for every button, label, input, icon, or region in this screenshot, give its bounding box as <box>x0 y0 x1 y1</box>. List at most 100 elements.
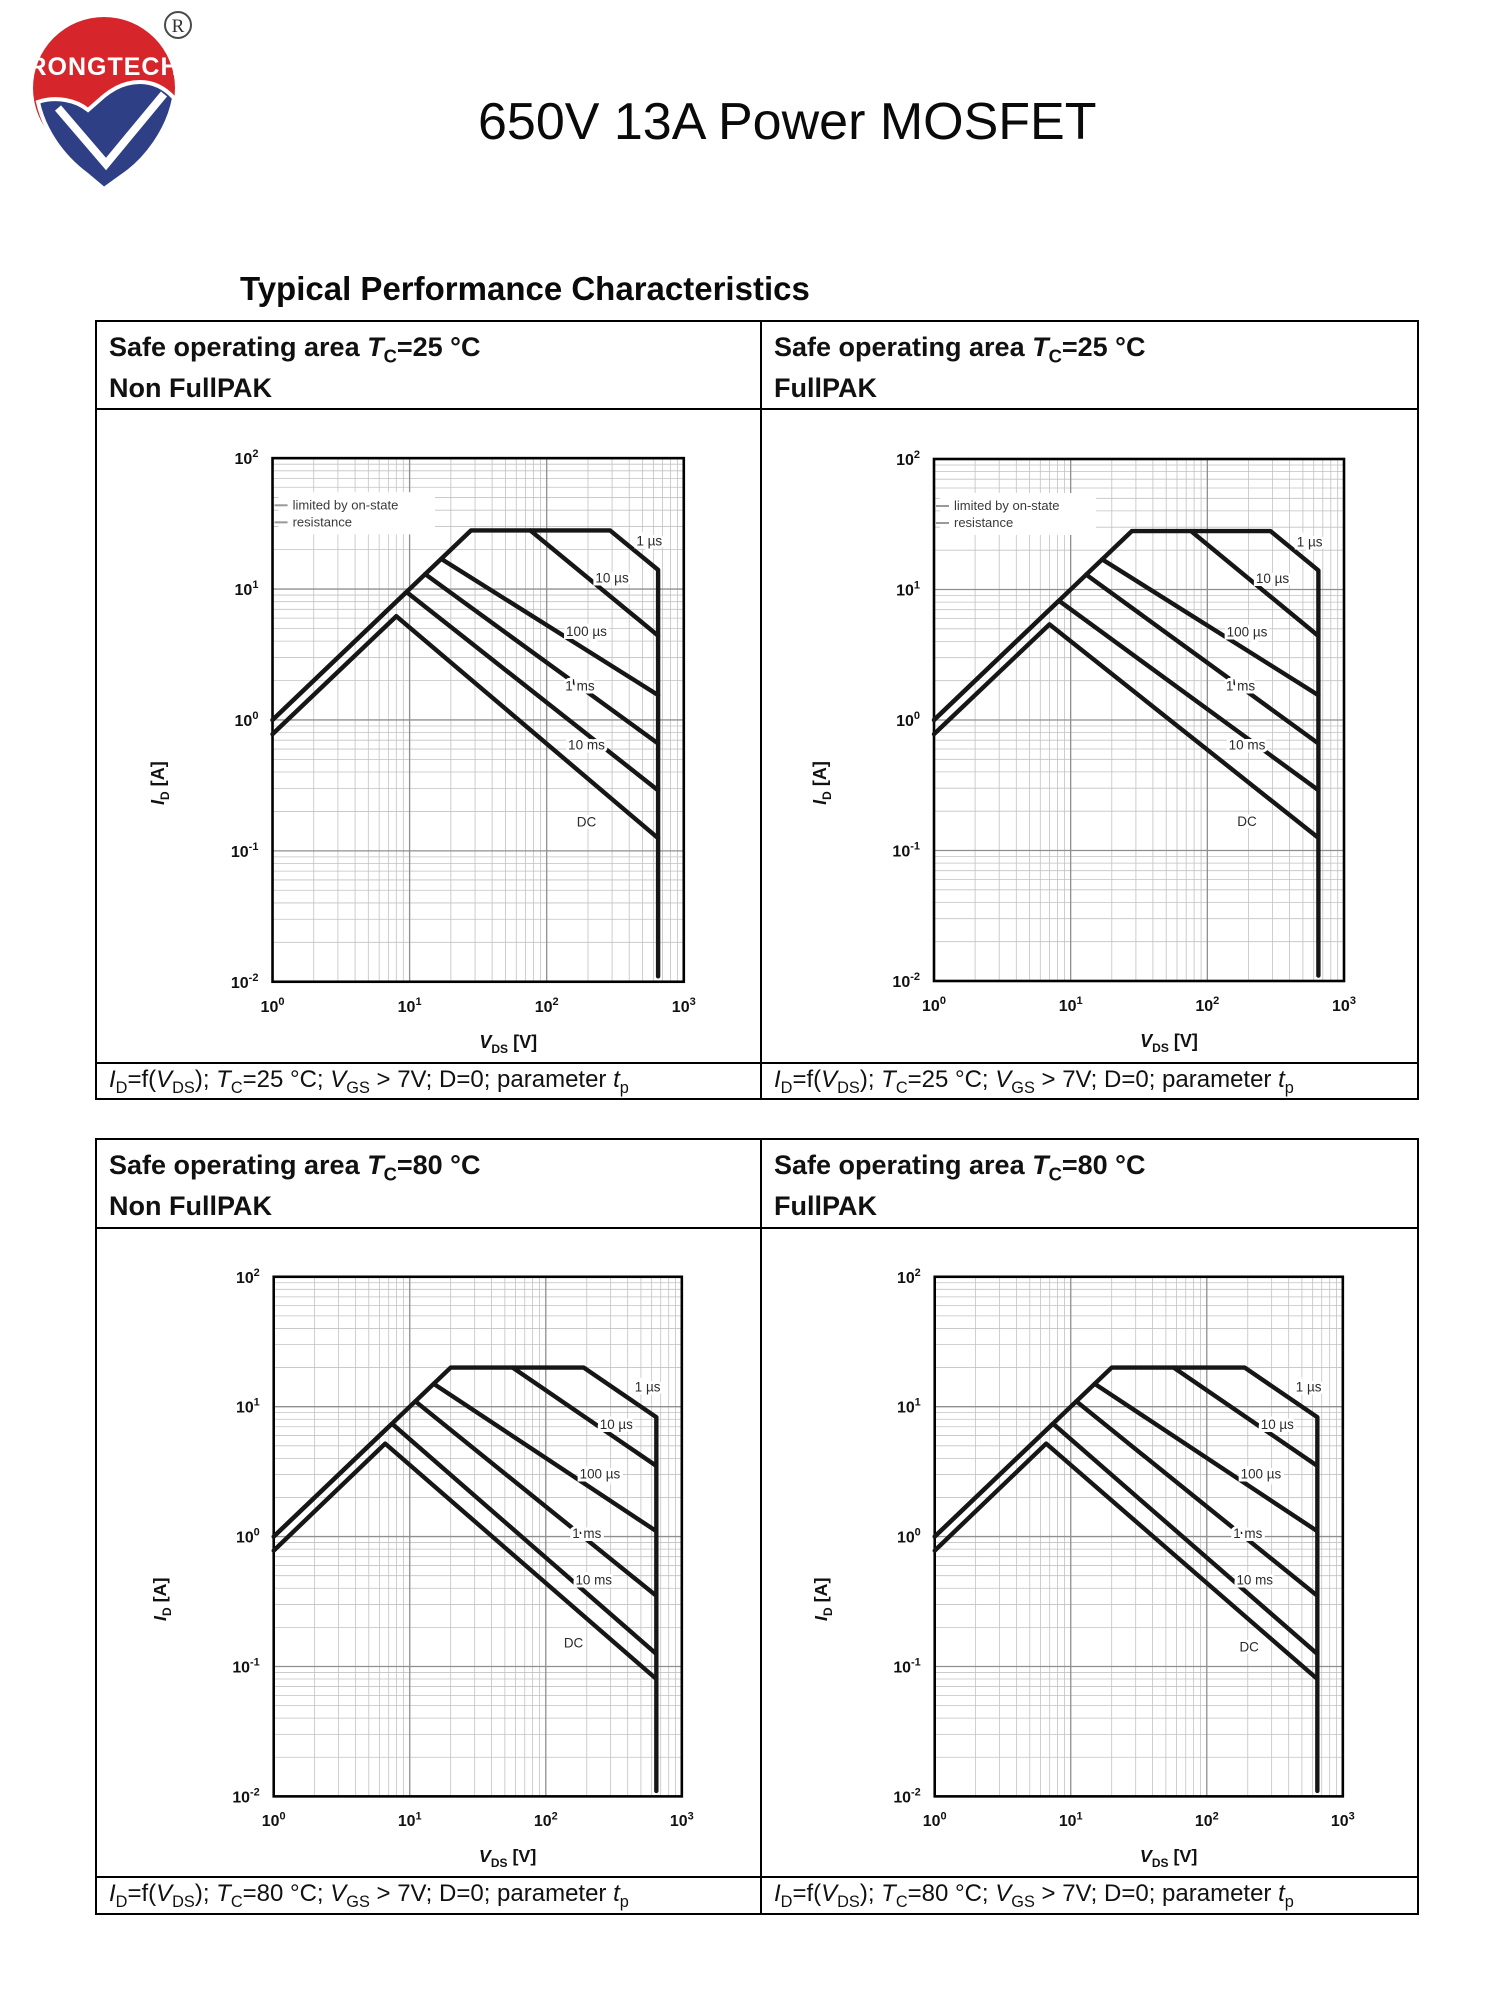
svg-text:10-2: 10-2 <box>232 1786 259 1806</box>
table-chart-row: 1 µs 10 µs 100 µs 1 ms 10 ms DC 102 101 100 10-1 1… <box>97 1229 1417 1876</box>
svg-text:102: 102 <box>896 449 920 469</box>
svg-text:101: 101 <box>398 996 422 1016</box>
svg-text:ID [A]: ID [A] <box>150 1578 174 1621</box>
svg-text:10 ms: 10 ms <box>1229 738 1266 753</box>
svg-text:101: 101 <box>897 1397 921 1417</box>
svg-text:102: 102 <box>897 1267 921 1287</box>
svg-text:101: 101 <box>398 1810 422 1830</box>
soa-chart-80c-nonfullpak: 1 µs 10 µs 100 µs 1 ms 10 ms DC 102 101 100 10-1 1… <box>150 1267 694 1870</box>
svg-text:103: 103 <box>1332 995 1356 1015</box>
svg-text:resistance: resistance <box>293 515 352 530</box>
svg-text:101: 101 <box>234 579 258 599</box>
svg-text:10 µs: 10 µs <box>600 1417 633 1432</box>
chart-cell: limited by on-state resistance 1 µs 10 µs 10… <box>97 410 762 1063</box>
svg-text:10-2: 10-2 <box>892 971 920 991</box>
svg-text:100: 100 <box>923 1810 947 1830</box>
svg-text:10 µs: 10 µs <box>1256 571 1290 586</box>
svg-text:100 µs: 100 µs <box>580 1467 621 1482</box>
svg-text:1 µs: 1 µs <box>636 534 662 549</box>
svg-text:100: 100 <box>897 1527 921 1547</box>
svg-text:101: 101 <box>1059 995 1083 1015</box>
svg-text:100 µs: 100 µs <box>1241 1467 1282 1482</box>
logo-blue-swoosh <box>35 80 177 192</box>
svg-text:1 ms: 1 ms <box>1233 1526 1262 1541</box>
registered-mark: R <box>172 16 185 37</box>
svg-text:10-1: 10-1 <box>892 841 920 861</box>
panel-header-25c-fullpak: Safe operating area TC=25 °C FullPAK <box>762 322 1417 408</box>
chart-cell: 1 µs 10 µs 100 µs 1 ms 10 ms DC 102 101 100 10-1 1… <box>97 1229 762 1876</box>
svg-text:100: 100 <box>262 1810 286 1830</box>
svg-text:101: 101 <box>236 1397 260 1417</box>
table-caption-row: ID=f(VDS); TC=80 °C; VGS > 7V; D=0; para… <box>97 1876 1417 1913</box>
panel-title-line2: FullPAK <box>774 1191 877 1222</box>
page-title: 650V 13A Power MOSFET <box>478 93 1097 151</box>
svg-text:100: 100 <box>922 995 946 1015</box>
svg-text:10-1: 10-1 <box>231 841 259 861</box>
svg-text:DC: DC <box>1239 1639 1259 1654</box>
chart-caption-80c-fullpak: ID=f(VDS); TC=80 °C; VGS > 7V; D=0; para… <box>774 1880 1294 1911</box>
chart-cell: limited by on-state resistance 1 µs 10 µs 10… <box>762 410 1417 1062</box>
panel-title-line2: Non FullPAK <box>109 1191 272 1222</box>
svg-text:103: 103 <box>1331 1810 1355 1830</box>
registered-mark-circle <box>164 11 192 39</box>
table-header-row: Safe operating area TC=25 °C Non FullPAK… <box>97 322 1417 411</box>
svg-text:100 µs: 100 µs <box>1227 625 1268 640</box>
panel-title-line1: Safe operating area TC=25 °C <box>109 332 481 367</box>
chart-caption-25c-fullpak: ID=f(VDS); TC=25 °C; VGS > 7V; D=0; para… <box>774 1066 1294 1097</box>
svg-text:102: 102 <box>234 448 258 468</box>
svg-text:10-1: 10-1 <box>232 1656 259 1676</box>
svg-text:VDS [V]: VDS [V] <box>479 1032 537 1056</box>
svg-text:10 µs: 10 µs <box>1261 1417 1294 1432</box>
panel-title-line1: Safe operating area TC=80 °C <box>109 1150 481 1185</box>
svg-text:limited by on-state: limited by on-state <box>293 498 399 513</box>
svg-text:100 µs: 100 µs <box>566 624 607 639</box>
svg-text:1 ms: 1 ms <box>565 679 595 694</box>
svg-text:101: 101 <box>896 580 920 600</box>
svg-text:102: 102 <box>1195 995 1219 1015</box>
panel-header-80c-fullpak: Safe operating area TC=80 °C FullPAK <box>762 1140 1417 1227</box>
svg-text:VDS [V]: VDS [V] <box>1140 1031 1198 1055</box>
rongtech-logo: RONGTECH R <box>28 11 192 192</box>
soa-chart-25c-nonfullpak: limited by on-state resistance 1 µs 10 µs 10… <box>148 448 696 1056</box>
panel-title-line2: Non FullPAK <box>109 373 272 404</box>
svg-text:1 µs: 1 µs <box>1296 1380 1322 1395</box>
svg-text:ID [A]: ID [A] <box>811 1578 835 1621</box>
table-caption-row: ID=f(VDS); TC=25 °C; VGS > 7V; D=0; para… <box>97 1062 1417 1098</box>
svg-text:10-1: 10-1 <box>893 1656 920 1676</box>
svg-text:100: 100 <box>896 710 920 730</box>
svg-text:limited by on-state: limited by on-state <box>954 498 1060 513</box>
table-header-row: Safe operating area TC=80 °C Non FullPAK… <box>97 1140 1417 1229</box>
svg-text:100: 100 <box>234 710 258 730</box>
svg-text:1 ms: 1 ms <box>1226 679 1256 694</box>
svg-text:VDS [V]: VDS [V] <box>479 1846 536 1870</box>
section-heading: Typical Performance Characteristics <box>240 270 810 307</box>
logo-white-check <box>54 91 168 171</box>
svg-text:ID [A]: ID [A] <box>810 761 834 805</box>
svg-text:102: 102 <box>534 1810 558 1830</box>
soa-table-80c: Safe operating area TC=80 °C Non FullPAK… <box>95 1138 1419 1915</box>
svg-text:ID [A]: ID [A] <box>148 761 172 805</box>
svg-text:resistance: resistance <box>954 515 1013 530</box>
svg-text:DC: DC <box>1237 814 1257 829</box>
chart-caption-80c-nonfullpak: ID=f(VDS); TC=80 °C; VGS > 7V; D=0; para… <box>97 1878 762 1913</box>
panel-title-line2: FullPAK <box>774 373 877 404</box>
svg-text:1 µs: 1 µs <box>1297 535 1323 550</box>
soa-chart-25c-fullpak: limited by on-state resistance 1 µs 10 µs 10… <box>810 449 1356 1055</box>
svg-text:102: 102 <box>236 1267 260 1287</box>
svg-text:103: 103 <box>670 1810 694 1830</box>
svg-text:VDS [V]: VDS [V] <box>1140 1846 1197 1870</box>
svg-text:10 µs: 10 µs <box>595 571 629 586</box>
svg-text:102: 102 <box>535 996 559 1016</box>
panel-title-line1: Safe operating area TC=25 °C <box>774 332 1146 367</box>
chart-cell: 1 µs 10 µs 100 µs 1 ms 10 ms DC 102 101 100 10-1 1… <box>762 1229 1417 1876</box>
panel-title-line1: Safe operating area TC=80 °C <box>774 1150 1146 1185</box>
svg-text:10-2: 10-2 <box>893 1786 920 1806</box>
svg-text:10 ms: 10 ms <box>575 1572 612 1587</box>
svg-text:DC: DC <box>577 815 597 830</box>
svg-text:100: 100 <box>261 996 285 1016</box>
svg-text:1 µs: 1 µs <box>635 1380 661 1395</box>
svg-text:100: 100 <box>236 1527 260 1547</box>
table-chart-row: limited by on-state resistance 1 µs 10 µs 10… <box>97 410 1417 1063</box>
svg-text:102: 102 <box>1195 1810 1219 1830</box>
